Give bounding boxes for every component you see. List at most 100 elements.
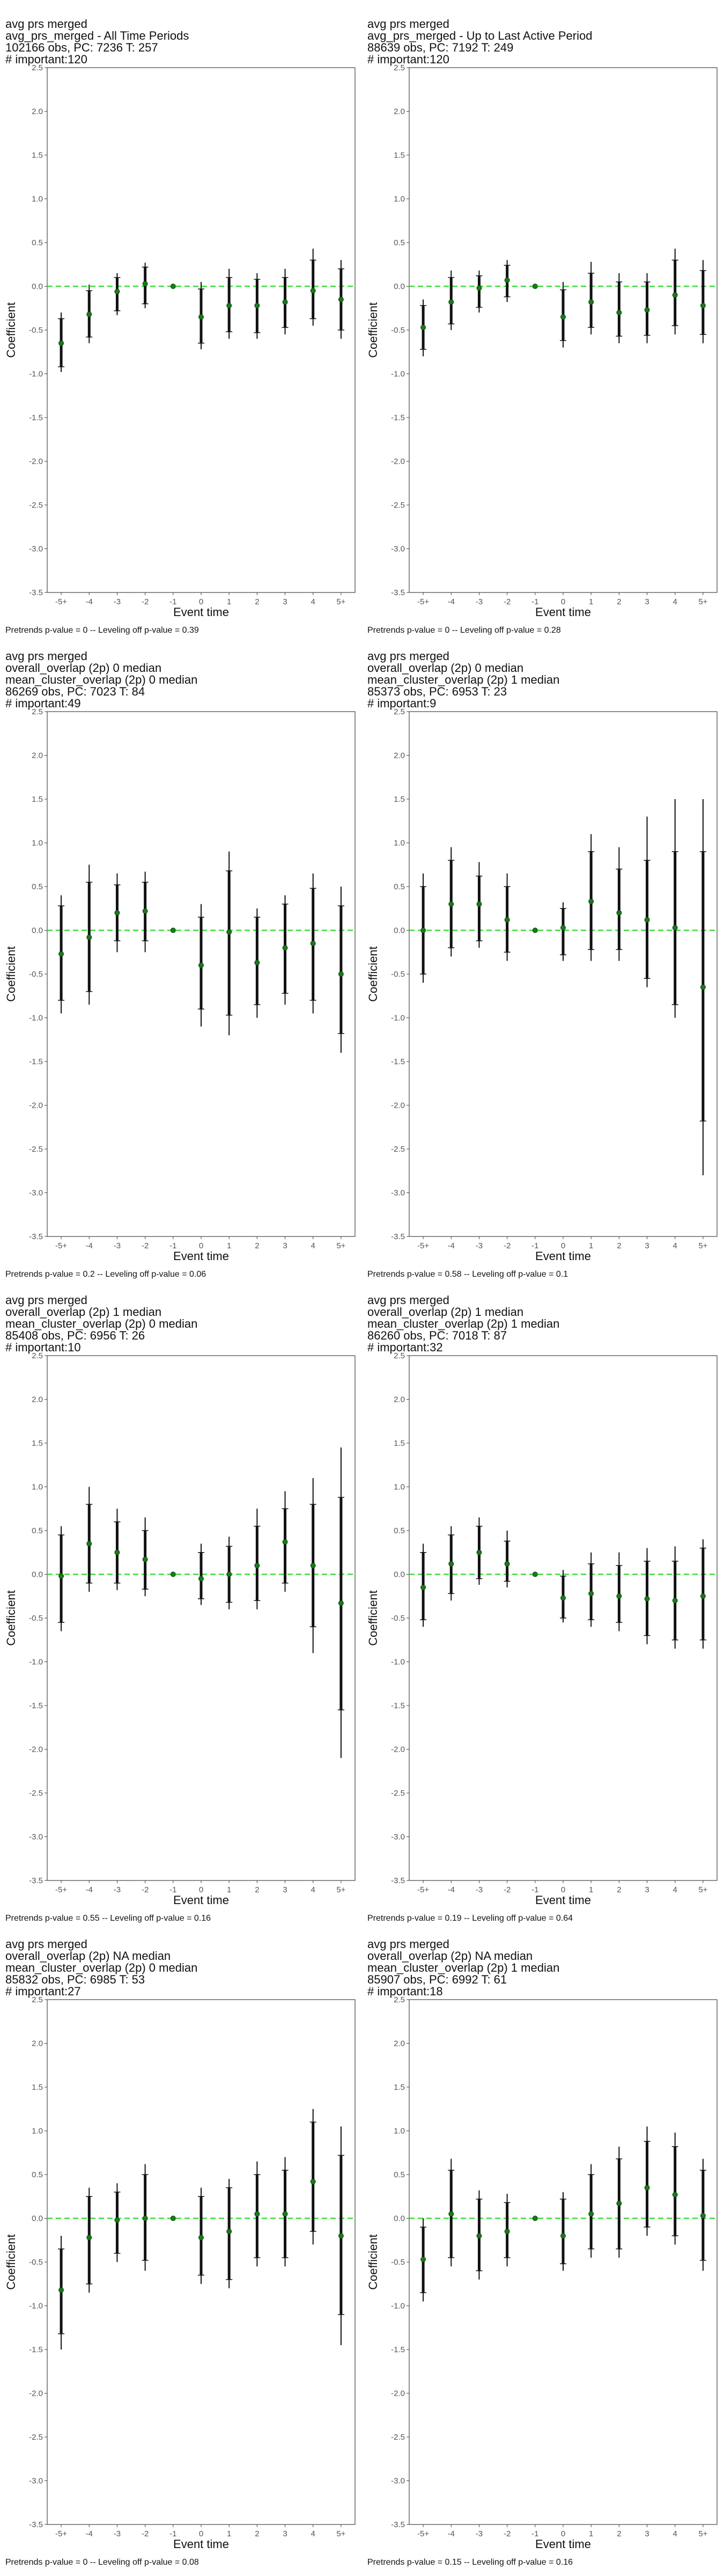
y-tick-label: 2.5 — [32, 1995, 43, 2004]
x-tick-label: -4 — [448, 1241, 455, 1250]
y-tick-label: -1.0 — [391, 1658, 405, 1667]
y-tick-label: -3.5 — [391, 2520, 405, 2529]
x-tick-label: 0 — [561, 1241, 565, 1250]
x-axis-title: Event time — [535, 2537, 591, 2551]
chart-title-line: avg prs merged — [5, 649, 87, 663]
point-estimate — [114, 2217, 120, 2223]
x-axis-title: Event time — [173, 605, 229, 619]
x-tick-label: -5+ — [417, 597, 429, 606]
y-tick-label: 2.0 — [394, 751, 405, 760]
y-tick-label: -3.5 — [29, 588, 43, 597]
x-tick-label: 0 — [561, 597, 565, 606]
x-tick-label: 1 — [589, 597, 593, 606]
x-tick-label: -1 — [531, 2529, 538, 2538]
chart-title-line: mean_cluster_overlap (2p) 0 median — [5, 1961, 198, 1974]
y-tick-label: 2.5 — [394, 63, 405, 72]
chart-panel: avg prs merged overall_overlap (2p) 0 med… — [0, 644, 362, 1288]
x-tick-label: 1 — [589, 1241, 593, 1250]
y-tick-label: 2.5 — [32, 707, 43, 716]
y-axis-title: Coefficient — [4, 302, 18, 358]
chart-panel: avg prs merged overall_overlap (2p) 0 med… — [362, 644, 724, 1288]
y-tick-label: 0.5 — [32, 238, 43, 247]
chart-panel: avg prs merged avg_prs_merged - All Time … — [0, 0, 362, 644]
x-tick-label: -3 — [114, 597, 121, 606]
y-tick-label: -1.0 — [391, 2302, 405, 2311]
x-tick-label: -2 — [504, 1885, 511, 1894]
x-tick-label: -3 — [476, 1241, 483, 1250]
y-tick-label: 1.0 — [32, 839, 43, 848]
y-tick-label: 1.0 — [394, 195, 405, 204]
y-tick-label: 0.0 — [394, 1570, 405, 1579]
x-tick-label: -4 — [448, 1885, 455, 1894]
y-tick-label: 1.0 — [32, 1483, 43, 1492]
chart-title-line: mean_cluster_overlap (2p) 1 median — [367, 673, 560, 686]
chart-title-line: 86260 obs, PC: 7018 T: 87 — [367, 1329, 507, 1342]
x-tick-label: -3 — [114, 1885, 121, 1894]
chart-title-block: avg prs merged overall_overlap (2p) 1 med… — [5, 1294, 359, 1353]
y-tick-label: 2.0 — [32, 1395, 43, 1404]
x-tick-label: -2 — [142, 597, 149, 606]
point-estimate — [58, 951, 64, 957]
x-tick-label: 5+ — [698, 2529, 707, 2538]
point-estimate — [282, 2211, 288, 2217]
point-estimate — [254, 303, 260, 309]
y-tick-label: -1.0 — [29, 370, 43, 379]
chart-title-block: avg prs merged overall_overlap (2p) 0 med… — [367, 650, 721, 709]
y-tick-label: -2.5 — [29, 2433, 43, 2442]
x-tick-label: 4 — [673, 2529, 677, 2538]
y-tick-label: 2.5 — [394, 1351, 405, 1360]
point-estimate — [672, 2192, 678, 2198]
point-estimate — [310, 288, 316, 294]
chart-title-line: overall_overlap (2p) 1 median — [5, 1305, 162, 1319]
pvalue-footer: Pretrends p-value = 0.2 -- Leveling off … — [5, 1270, 206, 1279]
chart-title-line: # important:120 — [5, 53, 87, 66]
chart-title-line: avg prs merged — [5, 1937, 87, 1951]
y-tick-label: 1.5 — [32, 1439, 43, 1448]
point-estimate — [644, 307, 650, 313]
x-tick-label: 2 — [617, 2529, 621, 2538]
point-estimate — [532, 2215, 538, 2221]
x-tick-label: 4 — [311, 2529, 315, 2538]
chart-plot: -3.5 -3.0 -2.5 -2.0 -1.5 -1.0 -0.5 0.0 0.5 1.0 1.5… — [366, 707, 718, 1263]
x-tick-label: 2 — [617, 1885, 621, 1894]
chart-panel: avg prs merged overall_overlap (2p) 1 med… — [362, 1288, 724, 1932]
y-tick-label: -0.5 — [29, 1614, 43, 1623]
y-tick-label: 0.5 — [394, 882, 405, 891]
x-tick-label: 0 — [199, 1885, 203, 1894]
point-estimate — [58, 2287, 64, 2293]
y-axis-title: Coefficient — [366, 946, 380, 1002]
point-estimate — [672, 292, 678, 298]
point-estimate — [142, 281, 148, 287]
point-estimate — [560, 314, 566, 320]
y-tick-label: 2.0 — [32, 2039, 43, 2048]
chart-title-line: # important:9 — [367, 697, 437, 710]
y-tick-label: -3.5 — [29, 1232, 43, 1241]
point-estimate — [310, 940, 316, 946]
y-tick-label: -0.5 — [391, 2258, 405, 2267]
y-axis-title: Coefficient — [4, 946, 18, 1002]
point-estimate — [338, 296, 344, 302]
y-tick-label: -0.5 — [391, 326, 405, 335]
y-tick-label: -0.5 — [29, 970, 43, 979]
point-estimate — [588, 299, 594, 305]
chart-title-line: # important:18 — [367, 1985, 443, 1998]
y-tick-label: 1.0 — [394, 839, 405, 848]
x-tick-label: 5+ — [336, 2529, 345, 2538]
x-tick-label: 2 — [255, 2529, 259, 2538]
y-tick-label: 1.5 — [32, 151, 43, 160]
point-estimate — [226, 929, 232, 935]
x-tick-label: -2 — [142, 1885, 149, 1894]
point-estimate — [198, 962, 204, 968]
chart-title-line: avg prs merged — [5, 1293, 87, 1307]
x-tick-label: 4 — [311, 1241, 315, 1250]
y-tick-label: -1.0 — [391, 370, 405, 379]
point-estimate — [476, 1549, 482, 1555]
point-estimate — [448, 1561, 454, 1567]
pvalue-footer: Pretrends p-value = 0 -- Leveling off p-… — [5, 2558, 199, 2567]
x-tick-label: 1 — [589, 2529, 593, 2538]
y-tick-label: 2.5 — [394, 1995, 405, 2004]
y-tick-label: 0.5 — [394, 238, 405, 247]
y-tick-label: -1.0 — [391, 1014, 405, 1023]
point-estimate — [254, 2211, 260, 2217]
chart-panel: avg prs merged overall_overlap (2p) NA me… — [0, 1932, 362, 2576]
